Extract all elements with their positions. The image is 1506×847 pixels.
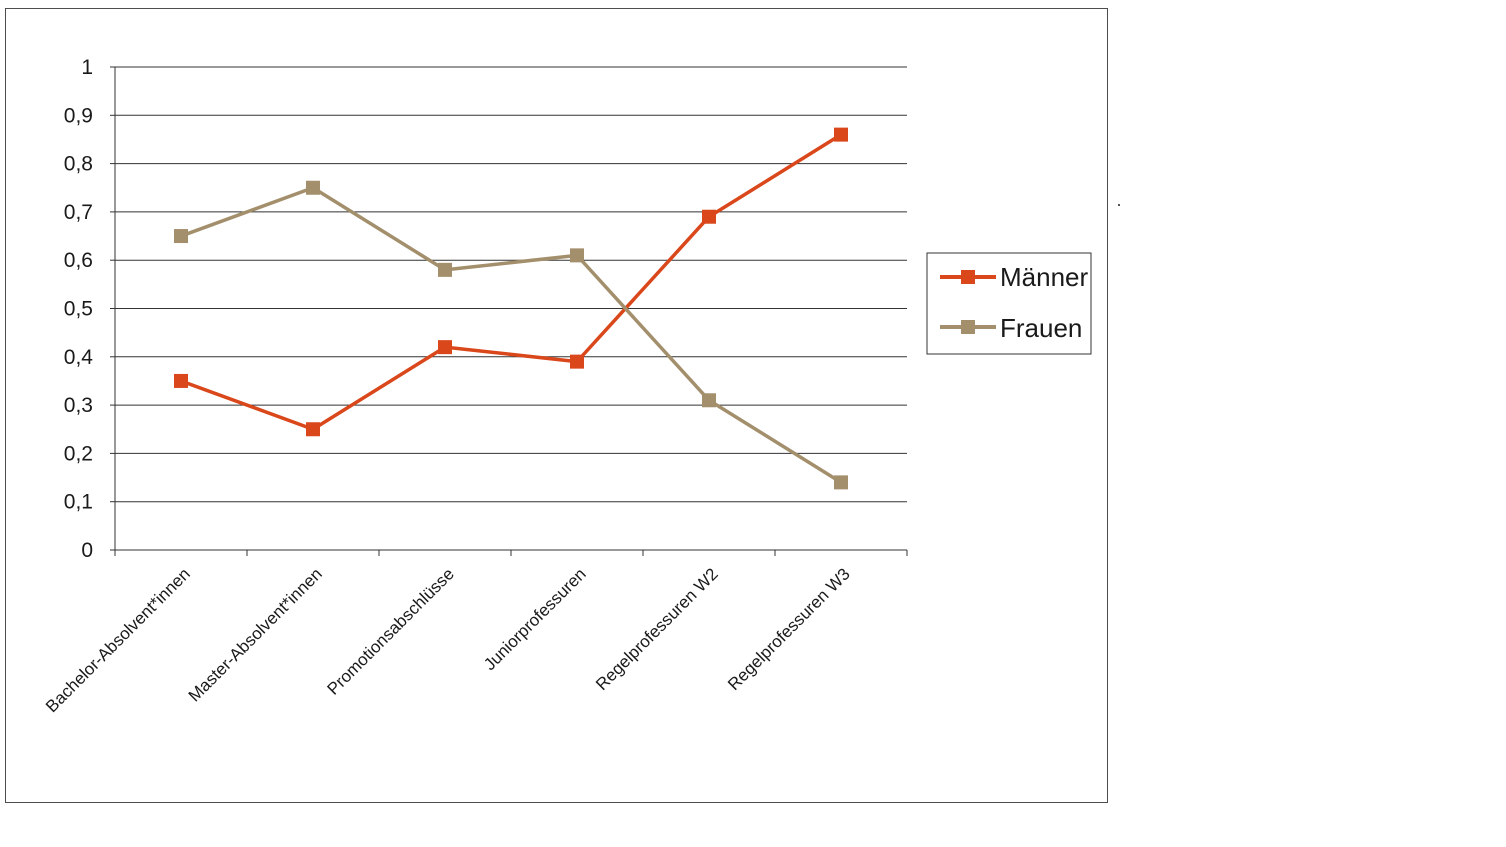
- data-point-series-1: [306, 422, 320, 437]
- series-line-1: [180, 133, 842, 431]
- y-tick-label: 0,5: [64, 298, 93, 321]
- legend-marker-series-1: [961, 270, 975, 284]
- legend: Männer Frauen: [926, 252, 1092, 355]
- data-point-series-1: [702, 209, 716, 224]
- x-category-label: Bachelor-Absolvent*innen: [42, 564, 194, 716]
- legend-box: [926, 252, 1092, 355]
- legend-marker-series-2: [961, 320, 975, 334]
- y-tick-label: 0,7: [64, 201, 93, 224]
- y-tick-label: 0,8: [64, 153, 93, 176]
- data-point-series-1: [570, 354, 584, 369]
- data-point-series-2: [570, 248, 584, 263]
- data-point-series-1: [174, 373, 188, 388]
- x-category-label: Promotionsabschlüsse: [323, 564, 457, 698]
- y-tick-label: 0,3: [64, 394, 93, 417]
- x-category-label: Juniorprofessuren: [480, 564, 590, 674]
- x-category-label: Regelprofessuren W3: [724, 564, 854, 694]
- x-category-labels: Bachelor-Absolvent*innenMaster-Absolvent…: [42, 564, 854, 716]
- axes: [110, 66, 908, 556]
- legend-label-series-1: Männer: [1000, 262, 1088, 292]
- data-point-series-2: [438, 262, 452, 277]
- data-point-series-2: [834, 475, 848, 490]
- x-category-label: Regelprofessuren W2: [592, 564, 722, 694]
- data-point-series-1: [834, 127, 848, 142]
- y-tick-label: 0,1: [64, 491, 93, 514]
- y-tick-label: 0,2: [64, 442, 93, 465]
- y-tick-labels: 0 0,1 0,2 0,3 0,4 0,5 0,6 0,7 0,8 0,9 1: [64, 56, 94, 562]
- stray-dot: [1118, 204, 1120, 206]
- data-point-series-1: [438, 340, 452, 355]
- legend-label-series-2: Frauen: [1000, 313, 1082, 343]
- y-tick-label: 0: [81, 539, 93, 562]
- series-line-2: [180, 186, 842, 484]
- gridlines: [115, 66, 907, 503]
- data-point-series-2: [174, 229, 188, 244]
- y-tick-label: 0,9: [64, 104, 93, 127]
- y-tick-label: 0,6: [64, 249, 93, 272]
- data-point-series-2: [702, 393, 716, 408]
- y-tick-label: 0,4: [64, 346, 94, 369]
- series: [174, 127, 848, 490]
- data-point-series-2: [306, 180, 320, 195]
- x-category-label: Master-Absolvent*innen: [185, 564, 326, 705]
- y-tick-label: 1: [81, 56, 93, 79]
